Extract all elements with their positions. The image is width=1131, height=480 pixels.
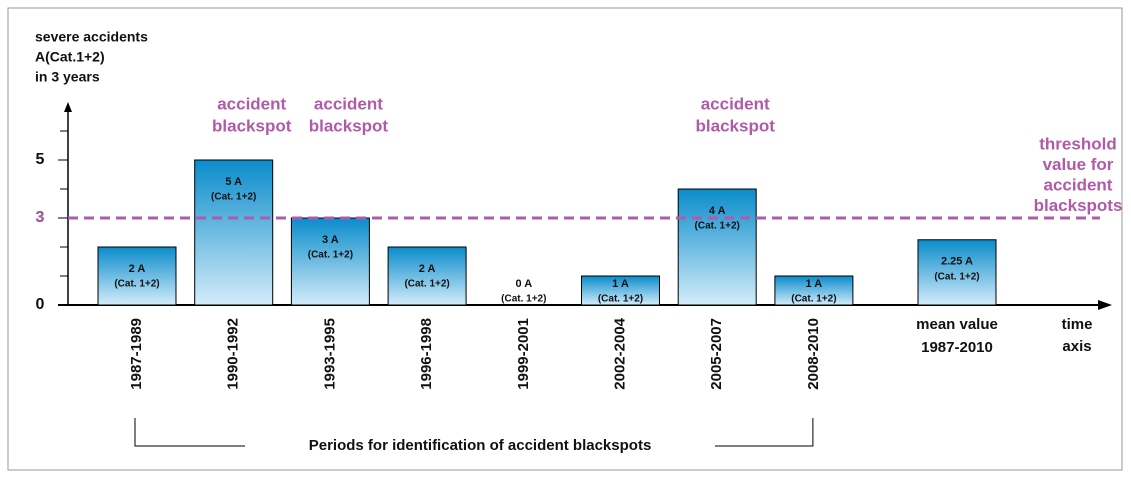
value-sublabel: (Cat. 1+2): [404, 279, 449, 290]
value-sublabel: (Cat. 1+2): [308, 250, 353, 261]
value-sublabel: (Cat. 1+2): [791, 294, 836, 305]
x-tick-label: 1993-1995: [321, 318, 338, 390]
annotation: accident: [701, 94, 770, 113]
y-tick-label: 0: [36, 296, 45, 313]
annotation: blackspot: [309, 116, 389, 135]
bar: [290, 217, 370, 306]
bar: [387, 246, 467, 306]
frame: [7, 7, 1123, 471]
threshold-label: value for: [1043, 155, 1114, 174]
y-axis-label: severe accidents: [35, 29, 148, 45]
x-tick-label: 2002-2004: [611, 317, 628, 389]
bar: [97, 246, 177, 306]
annotation: accident: [217, 94, 286, 113]
x-tick-label: 1990-1992: [225, 318, 242, 390]
y-tick-label: 3: [36, 209, 45, 226]
threshold-label: accident: [1044, 175, 1113, 194]
bar: [194, 159, 274, 306]
bracket-label: Periods for identification of accident b…: [309, 437, 652, 454]
value-label: 2 A: [129, 263, 146, 275]
x-tick-label: 2005-2007: [708, 318, 725, 390]
x-axis-arrow: [1098, 300, 1112, 310]
annotation: blackspot: [696, 116, 776, 135]
annotation: blackspot: [212, 116, 292, 135]
bar: [774, 275, 854, 306]
value-label: 1 A: [612, 278, 629, 290]
y-tick-label: 3: [36, 209, 45, 226]
y-axis-label: A(Cat.1+2): [35, 49, 105, 65]
x-tick-label: 2008-2010: [805, 318, 822, 390]
value-label: 2.25 A: [941, 256, 973, 268]
value-sublabel: (Cat. 1+2): [501, 294, 546, 305]
value-label: 3 A: [322, 234, 339, 246]
value-sublabel: (Cat. 1+2): [114, 279, 159, 290]
bracket: [134, 418, 814, 447]
mean-label: 1987-2010: [921, 339, 993, 356]
value-sublabel: (Cat. 1+2): [695, 221, 740, 232]
value-label: 1 A: [806, 278, 823, 290]
threshold-label: threshold: [1039, 134, 1116, 153]
value-sublabel: (Cat. 1+2): [598, 294, 643, 305]
value-label: 4 A: [709, 205, 726, 217]
bar: [581, 275, 660, 306]
x-axis-label: axis: [1062, 338, 1091, 355]
value-label: 2 A: [419, 263, 436, 275]
value-sublabel: (Cat. 1+2): [934, 271, 979, 282]
value-label: 0 A: [515, 278, 532, 290]
bar: [917, 239, 997, 306]
value-sublabel: (Cat. 1+2): [211, 192, 256, 203]
x-tick-label: 1999-2001: [515, 318, 532, 390]
value-label: 5 A: [225, 176, 242, 188]
threshold-label: blackspots: [1034, 196, 1123, 215]
x-tick-label: 1987-1989: [128, 318, 145, 390]
x-axis-label: time: [1062, 316, 1093, 333]
y-axis-arrow: [64, 102, 72, 112]
annotation: accident: [314, 94, 383, 113]
y-tick-label: 5: [36, 151, 45, 168]
x-tick-label: 1996-1998: [418, 318, 435, 390]
y-axis-label: in 3 years: [35, 69, 100, 85]
bar: [677, 188, 757, 306]
mean-label: mean value: [916, 316, 998, 333]
